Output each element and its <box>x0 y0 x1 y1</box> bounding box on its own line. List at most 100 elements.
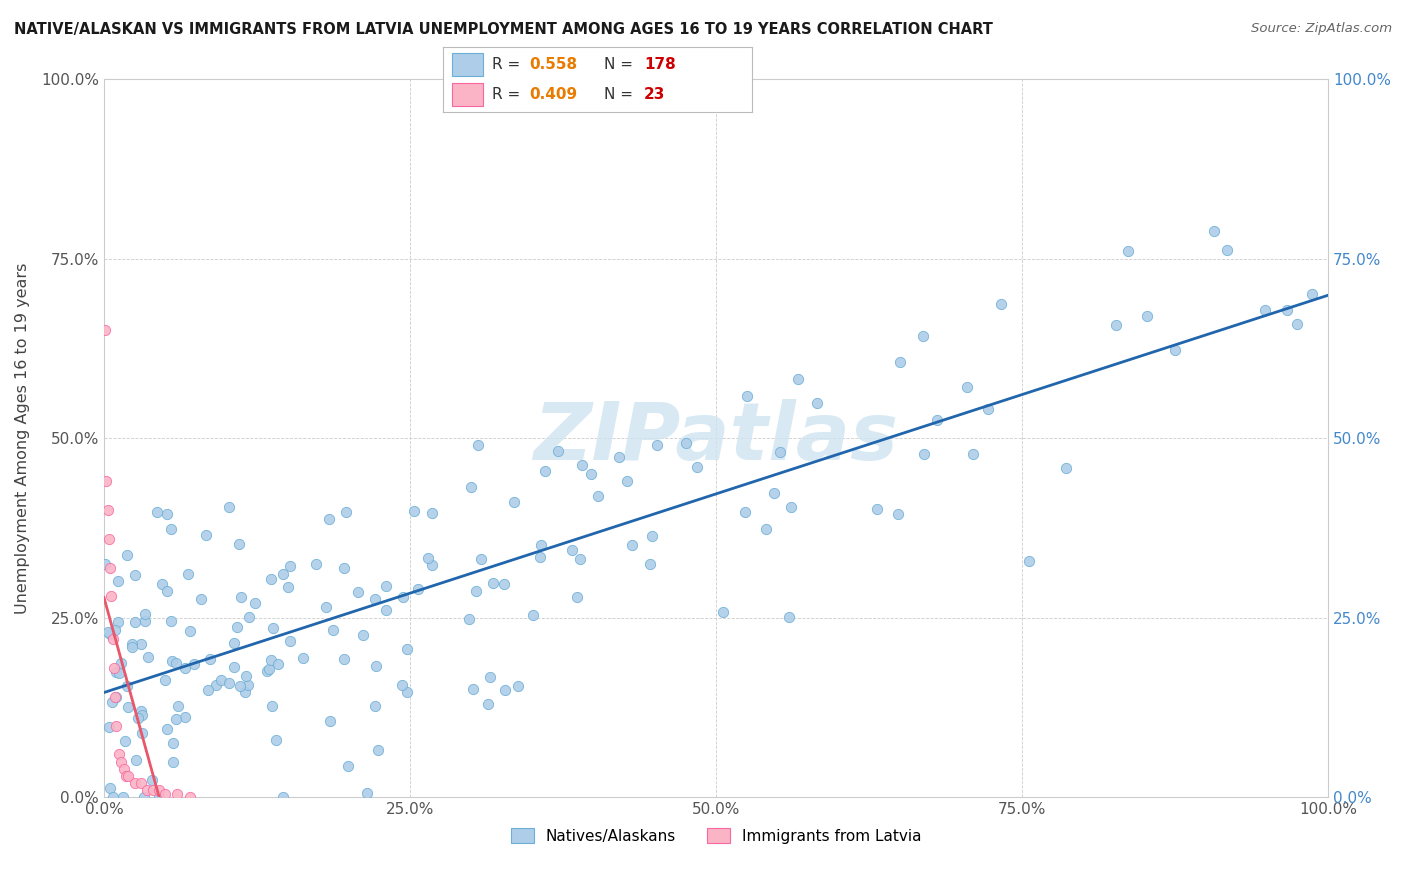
Text: N =: N = <box>603 87 637 102</box>
Point <box>162 755 184 769</box>
Point <box>1018 554 1040 568</box>
Point <box>778 609 800 624</box>
Point <box>107 615 129 629</box>
Point <box>887 507 910 521</box>
Point <box>335 505 357 519</box>
Point <box>522 607 544 622</box>
Point <box>136 650 159 665</box>
Point <box>319 714 342 728</box>
Point <box>675 436 697 450</box>
Point <box>156 583 179 598</box>
Point <box>492 577 515 591</box>
Point <box>177 566 200 581</box>
Point <box>267 657 290 672</box>
Point <box>278 559 301 574</box>
Point <box>779 500 801 514</box>
Point <box>129 776 152 790</box>
Point <box>209 673 232 688</box>
Point <box>990 297 1012 311</box>
Point <box>396 685 419 699</box>
Point <box>131 707 153 722</box>
Point <box>458 612 481 626</box>
Bar <box>453 53 484 76</box>
Point <box>165 656 187 670</box>
Point <box>229 591 252 605</box>
Point <box>224 635 246 649</box>
Point <box>195 528 218 542</box>
Point <box>396 642 419 657</box>
Point <box>104 690 127 704</box>
Point <box>588 489 610 503</box>
Point <box>391 678 413 692</box>
Point <box>117 699 139 714</box>
Point <box>101 632 124 647</box>
Point <box>236 678 259 692</box>
Point <box>620 538 643 552</box>
Point <box>256 664 278 678</box>
Point <box>641 529 664 543</box>
Text: 178: 178 <box>644 57 676 72</box>
Point <box>166 698 188 713</box>
Point <box>96 475 118 489</box>
Point <box>115 679 138 693</box>
Point <box>420 506 443 520</box>
Point <box>1301 287 1323 301</box>
Point <box>352 628 374 642</box>
Point <box>162 736 184 750</box>
Point <box>571 458 593 472</box>
Point <box>734 506 756 520</box>
Point <box>956 380 979 394</box>
Point <box>1202 224 1225 238</box>
Point <box>153 787 176 801</box>
Point <box>97 532 120 546</box>
Text: 23: 23 <box>644 87 665 102</box>
Point <box>112 762 135 776</box>
Point <box>233 684 256 698</box>
Point <box>318 512 340 526</box>
Point <box>755 522 778 536</box>
Text: 0.558: 0.558 <box>530 57 578 72</box>
Point <box>1116 244 1139 258</box>
Point <box>124 615 146 629</box>
Point <box>264 732 287 747</box>
Point <box>763 485 786 500</box>
Point <box>408 582 430 596</box>
Point <box>111 790 134 805</box>
Point <box>616 474 638 488</box>
Point <box>364 592 387 607</box>
Point <box>141 772 163 787</box>
Point <box>529 550 551 565</box>
Point <box>105 718 128 732</box>
Point <box>129 637 152 651</box>
Point <box>103 661 125 675</box>
Point <box>568 552 591 566</box>
Point <box>1216 244 1239 258</box>
Point <box>183 657 205 672</box>
Point <box>100 589 122 603</box>
Point <box>737 389 759 403</box>
Point <box>222 660 245 674</box>
Point <box>1105 318 1128 332</box>
Point <box>1254 302 1277 317</box>
Point <box>375 603 398 617</box>
Point <box>121 637 143 651</box>
Point <box>107 665 129 680</box>
Point <box>315 600 337 615</box>
Point <box>142 783 165 797</box>
Point <box>190 592 212 607</box>
Point <box>711 605 734 619</box>
Text: N =: N = <box>603 57 637 72</box>
Point <box>506 679 529 693</box>
Point <box>94 557 117 571</box>
Point <box>260 653 283 667</box>
Text: R =: R = <box>492 57 526 72</box>
Point <box>533 464 555 478</box>
Point <box>645 438 668 452</box>
Point <box>107 747 129 762</box>
Point <box>494 683 516 698</box>
Point <box>98 781 121 796</box>
Point <box>292 650 315 665</box>
Point <box>375 579 398 593</box>
Point <box>912 447 935 461</box>
Point <box>121 640 143 655</box>
